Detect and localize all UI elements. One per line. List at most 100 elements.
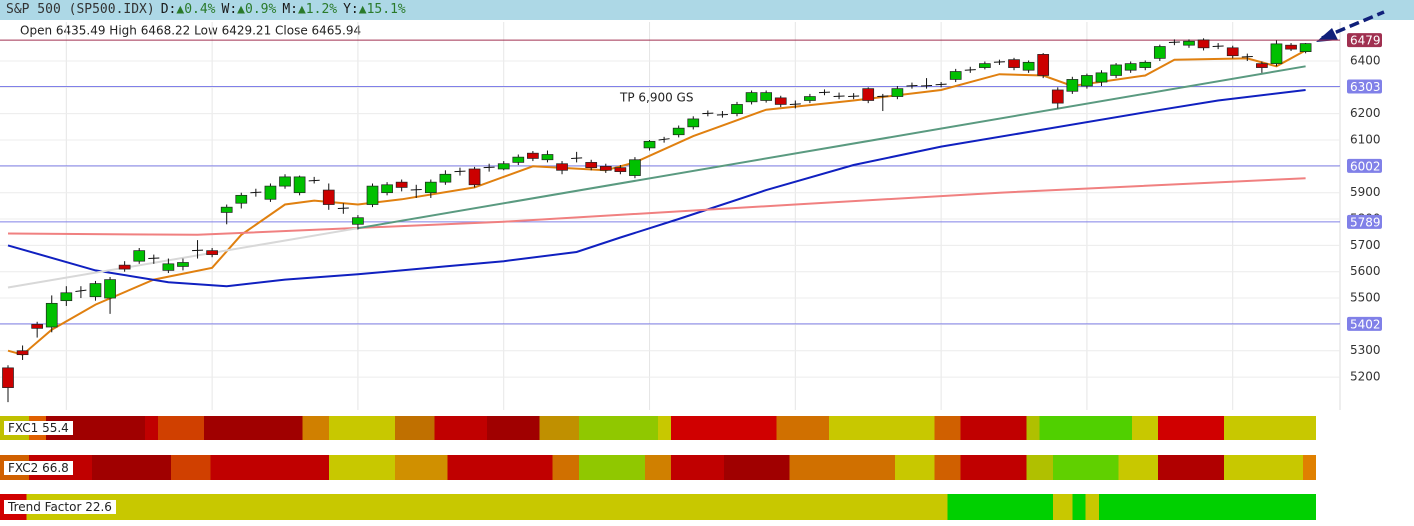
candle-body [395, 181, 408, 188]
doji [1212, 45, 1224, 47]
y-tick-label: 6100 [1350, 133, 1381, 147]
level-label: 5789 [1350, 215, 1381, 229]
strip-label: FXC2 66.8 [4, 460, 73, 475]
strip-label: FXC1 55.4 [4, 421, 73, 435]
doji [454, 170, 466, 173]
doji [571, 157, 583, 159]
candle-body [177, 262, 189, 267]
level-box [1347, 316, 1382, 331]
candle-body [235, 194, 248, 204]
candle-body [891, 88, 904, 97]
y-tick-label: 5200 [1350, 370, 1381, 384]
candle-body [220, 206, 233, 213]
level-box [1347, 158, 1382, 173]
candle-body [1270, 43, 1283, 64]
doji [337, 207, 349, 209]
doji [877, 95, 889, 98]
candle-body [1037, 54, 1050, 76]
candle-body [1110, 64, 1122, 76]
change-label: Y: [343, 2, 359, 17]
candle-body [162, 263, 175, 271]
level-box [1347, 33, 1382, 48]
indicator-line [7, 89, 1306, 288]
header-title: S&P 500 (SP500.IDX) [6, 2, 155, 17]
candle-body [804, 96, 816, 101]
candle-body [527, 152, 539, 159]
candle-body [599, 165, 612, 171]
doji [483, 166, 495, 169]
doji [789, 103, 801, 105]
candle-body [643, 140, 656, 149]
candle-body [133, 250, 146, 262]
candle-body [1066, 79, 1079, 92]
change-label: W: [221, 2, 238, 17]
candle-body [949, 71, 962, 80]
candle-body [687, 118, 700, 128]
doji [1168, 41, 1180, 44]
doji [935, 83, 947, 86]
doji [993, 61, 1005, 63]
y-tick-label: 5500 [1350, 291, 1381, 305]
candle-body [1139, 61, 1152, 68]
indicator-line [7, 227, 359, 289]
candle-body [585, 162, 598, 169]
candle-body [731, 104, 743, 115]
doji [818, 91, 831, 94]
candle-body [118, 264, 131, 270]
candle-body [104, 279, 116, 299]
candle-body [760, 92, 773, 101]
doji [716, 113, 728, 116]
level-label: 6002 [1350, 159, 1381, 173]
candle-body [1095, 72, 1108, 83]
candle-body [206, 250, 218, 255]
y-tick-label: 5700 [1350, 238, 1381, 252]
y-tick-label: 5600 [1350, 264, 1381, 278]
candle-body [1081, 75, 1093, 87]
doji [308, 179, 320, 182]
candle-body [862, 88, 875, 101]
indicator-line [7, 177, 1306, 236]
candle-body [1299, 43, 1312, 52]
doji [906, 84, 918, 87]
candle-body [614, 167, 627, 172]
y-tick-label: 6200 [1350, 106, 1381, 120]
level-label: 6479 [1350, 34, 1381, 48]
level-label: 5402 [1350, 317, 1381, 331]
candle-body [60, 292, 73, 302]
y-tick-label: 5300 [1350, 343, 1381, 357]
change-label: D: [160, 2, 177, 17]
candle-body [352, 217, 364, 225]
doji [410, 189, 422, 191]
candle-body [264, 185, 277, 200]
candle-body [979, 63, 991, 68]
doji [833, 95, 845, 98]
fxc2-strip: FXC2 66.8 [0, 455, 1316, 480]
candle-body [2, 367, 14, 388]
y-tick-label: 6400 [1350, 53, 1381, 67]
arrow-head [1316, 28, 1338, 42]
doji [658, 138, 670, 141]
candle-body [1153, 46, 1166, 59]
level-box [1347, 214, 1382, 229]
candle-body [1008, 59, 1020, 68]
candle-body [366, 185, 379, 205]
ohlc-label: Open 6435.49 High 6468.22 Low 6429.21 Cl… [20, 24, 361, 38]
change: M:▲1.2% [282, 2, 337, 17]
doji [702, 112, 714, 115]
candle-body [1124, 63, 1137, 71]
candle-body [279, 176, 291, 187]
candle-body [322, 189, 335, 205]
trend-strip: Trend Factor 22.6 [0, 494, 1316, 520]
candle-body [439, 173, 452, 183]
change: D:▲0.4% [161, 2, 216, 17]
candle-body [745, 92, 758, 103]
candle-body [293, 176, 306, 194]
change: W:▲0.9% [222, 2, 277, 17]
strip-label: Trend Factor 22.6 [4, 500, 116, 514]
candle-body [468, 168, 481, 186]
change-label: M: [282, 2, 298, 17]
change-value: ▲0.9% [237, 2, 277, 17]
candle-body [1183, 40, 1195, 46]
fxc1-strip: FXC1 55.4 [0, 416, 1316, 440]
candle-body [1197, 39, 1210, 49]
